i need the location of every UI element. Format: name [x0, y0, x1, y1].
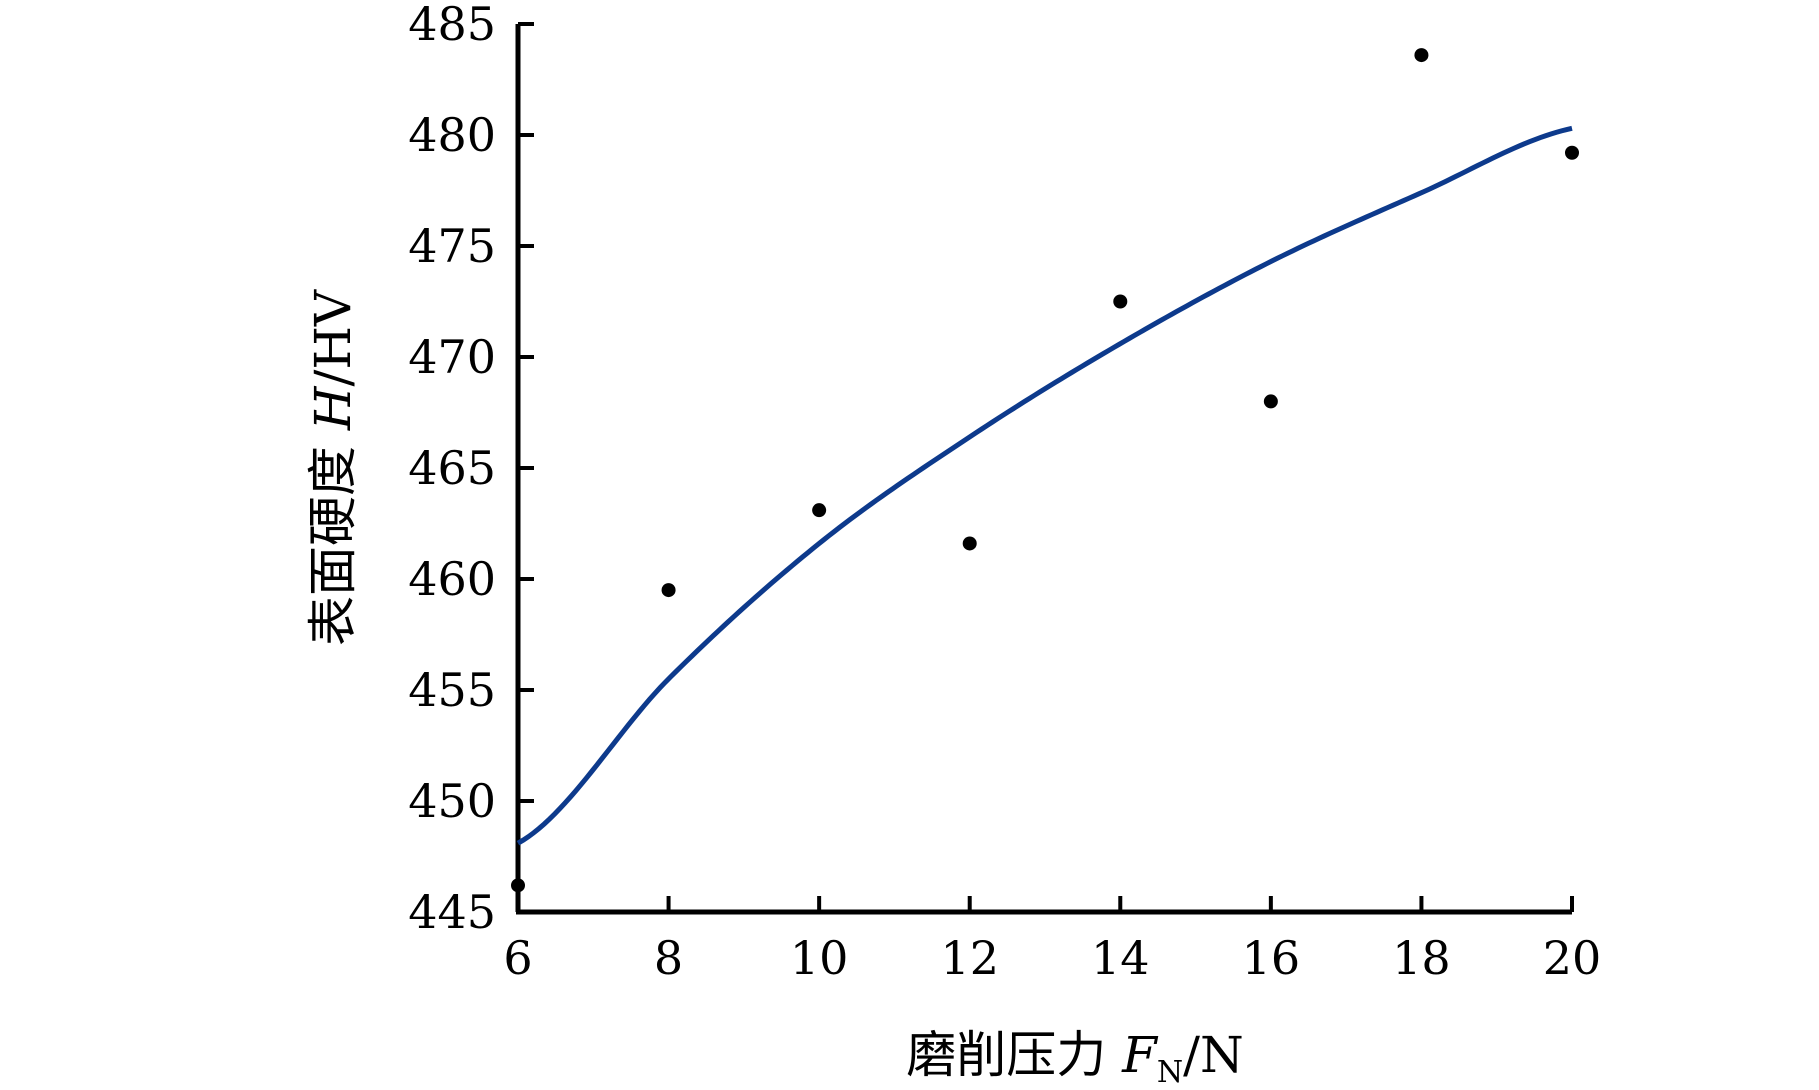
x-tick-label: 10	[790, 931, 849, 985]
axis-labels-group: 磨削压力 FN/N 表面硬度 H/HV	[304, 289, 1244, 1090]
y-tick-label: 460	[408, 552, 496, 606]
fit-curve-group	[516, 125, 1573, 846]
data-points-group	[511, 48, 1579, 893]
y-tick-label: 470	[408, 330, 496, 384]
data-point	[511, 878, 525, 893]
y-tick-label: 450	[408, 774, 496, 828]
y-tick-label: 480	[408, 108, 496, 162]
data-point	[1414, 48, 1429, 63]
axes: 445 450 455 460 465 470 475 480 485 6 8 10 12 14 16 18 2…	[408, 0, 1601, 985]
data-point	[1263, 394, 1278, 409]
fit-curve-line	[516, 125, 1573, 846]
y-tick-label: 465	[408, 441, 496, 495]
y-axis-label: 表面硬度 H/HV	[304, 289, 362, 646]
x-tick-label: 8	[654, 931, 683, 985]
y-tick-label: 445	[408, 885, 496, 939]
y-tick-label: 455	[408, 663, 496, 717]
x-tick-label: 14	[1091, 931, 1150, 985]
data-point	[962, 536, 977, 551]
x-tick-label: 18	[1392, 931, 1451, 985]
data-point	[812, 503, 827, 518]
x-tick-label: 20	[1543, 931, 1602, 985]
data-point	[1565, 145, 1579, 160]
y-tick-label: 475	[408, 219, 496, 273]
x-axis-label: 磨削压力 FN/N	[906, 1026, 1243, 1090]
data-point	[661, 583, 676, 598]
data-point	[1113, 294, 1128, 309]
y-tick-label: 485	[408, 0, 496, 51]
x-tick-label: 16	[1242, 931, 1301, 985]
x-tick-label: 6	[503, 931, 532, 985]
x-tick-label: 12	[940, 931, 999, 985]
